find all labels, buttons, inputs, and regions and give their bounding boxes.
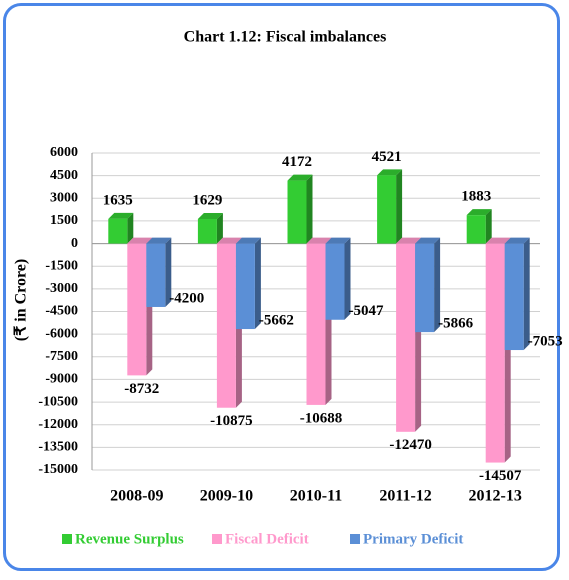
legend-label: Revenue Surplus xyxy=(75,531,184,547)
data-label: -8732 xyxy=(124,381,159,397)
bar-top xyxy=(396,237,422,244)
bar-top xyxy=(146,237,172,244)
bar-side xyxy=(434,237,441,333)
data-label: -12470 xyxy=(389,437,432,453)
y-tick-label: 3000 xyxy=(50,191,78,206)
y-tick-label: 4500 xyxy=(50,168,78,183)
data-label: 1883 xyxy=(461,189,491,205)
bar-top xyxy=(108,212,134,219)
bar xyxy=(146,243,166,307)
bar xyxy=(306,243,326,405)
y-tick-label: 1500 xyxy=(50,213,78,228)
y-tick-label: 0 xyxy=(71,236,78,251)
x-tick-label: 2011-12 xyxy=(379,488,431,505)
y-tick-label: -10500 xyxy=(38,394,78,409)
bar xyxy=(415,243,435,333)
data-label: -14507 xyxy=(479,468,522,484)
data-label: 4521 xyxy=(372,149,402,165)
x-tick-label: 2008-09 xyxy=(110,488,163,505)
y-tick-label: 6000 xyxy=(50,145,78,160)
bar-top xyxy=(504,237,530,244)
bar-side xyxy=(523,237,530,351)
bar-top xyxy=(466,209,492,216)
x-tick-label: 2009-10 xyxy=(200,488,253,505)
y-tick-label: -3000 xyxy=(45,281,78,296)
y-axis-label: (₹ in Crore) xyxy=(13,259,30,341)
legend-label: Fiscal Deficit xyxy=(225,531,309,547)
y-tick-label: -4500 xyxy=(45,304,78,319)
bar-top xyxy=(216,237,242,244)
x-tick-label: 2010-11 xyxy=(290,488,342,505)
frame xyxy=(3,3,560,571)
data-label: -10688 xyxy=(300,410,343,426)
bar-side xyxy=(344,237,351,320)
y-tick-label: -15000 xyxy=(38,462,78,477)
bar-top xyxy=(287,174,313,181)
bar xyxy=(127,243,147,376)
data-label: -5047 xyxy=(349,303,384,319)
legend-swatch xyxy=(62,534,72,544)
data-label: -7053 xyxy=(528,333,563,349)
bar-side xyxy=(396,169,403,244)
bar-side xyxy=(306,174,313,244)
data-label: -10875 xyxy=(210,413,253,429)
legend-swatch xyxy=(350,534,360,544)
bar xyxy=(287,180,307,244)
bar-top xyxy=(235,237,261,244)
bar-top xyxy=(377,169,403,176)
bar-side xyxy=(127,212,134,244)
bar-top xyxy=(485,237,511,244)
data-label: 1629 xyxy=(192,192,222,208)
bar-top xyxy=(325,237,351,244)
bar xyxy=(504,243,524,351)
data-label: 1635 xyxy=(103,192,133,208)
bar xyxy=(466,215,486,244)
bar xyxy=(377,175,397,244)
bar-top xyxy=(306,237,332,244)
data-label: -5662 xyxy=(259,312,294,328)
chart-title: Chart 1.12: Fiscal imbalances xyxy=(184,29,387,46)
legend-swatch xyxy=(212,534,222,544)
bar xyxy=(396,243,416,432)
y-tick-label: -7500 xyxy=(45,349,78,364)
bar xyxy=(108,218,128,244)
y-tick-label: -9000 xyxy=(45,372,78,387)
bar xyxy=(235,243,255,330)
bar-top xyxy=(415,237,441,244)
y-tick-label: -6000 xyxy=(45,326,78,341)
data-label: 4172 xyxy=(282,154,312,170)
bar-top xyxy=(197,212,223,219)
bar xyxy=(197,218,217,244)
y-tick-label: -13500 xyxy=(38,440,78,455)
bar-side xyxy=(254,237,261,330)
legend-label: Primary Deficit xyxy=(363,531,463,547)
data-label: -4200 xyxy=(169,290,204,306)
bar xyxy=(325,243,345,320)
y-tick-label: -12000 xyxy=(38,417,78,432)
x-tick-label: 2012-13 xyxy=(469,488,522,505)
bar xyxy=(216,243,236,408)
bar-side xyxy=(216,212,223,244)
bar-side xyxy=(165,237,172,307)
bar xyxy=(485,243,505,463)
bar-side xyxy=(485,209,492,244)
data-label: -5866 xyxy=(438,316,473,332)
y-tick-label: -1500 xyxy=(45,258,78,273)
bar-top xyxy=(127,237,153,244)
